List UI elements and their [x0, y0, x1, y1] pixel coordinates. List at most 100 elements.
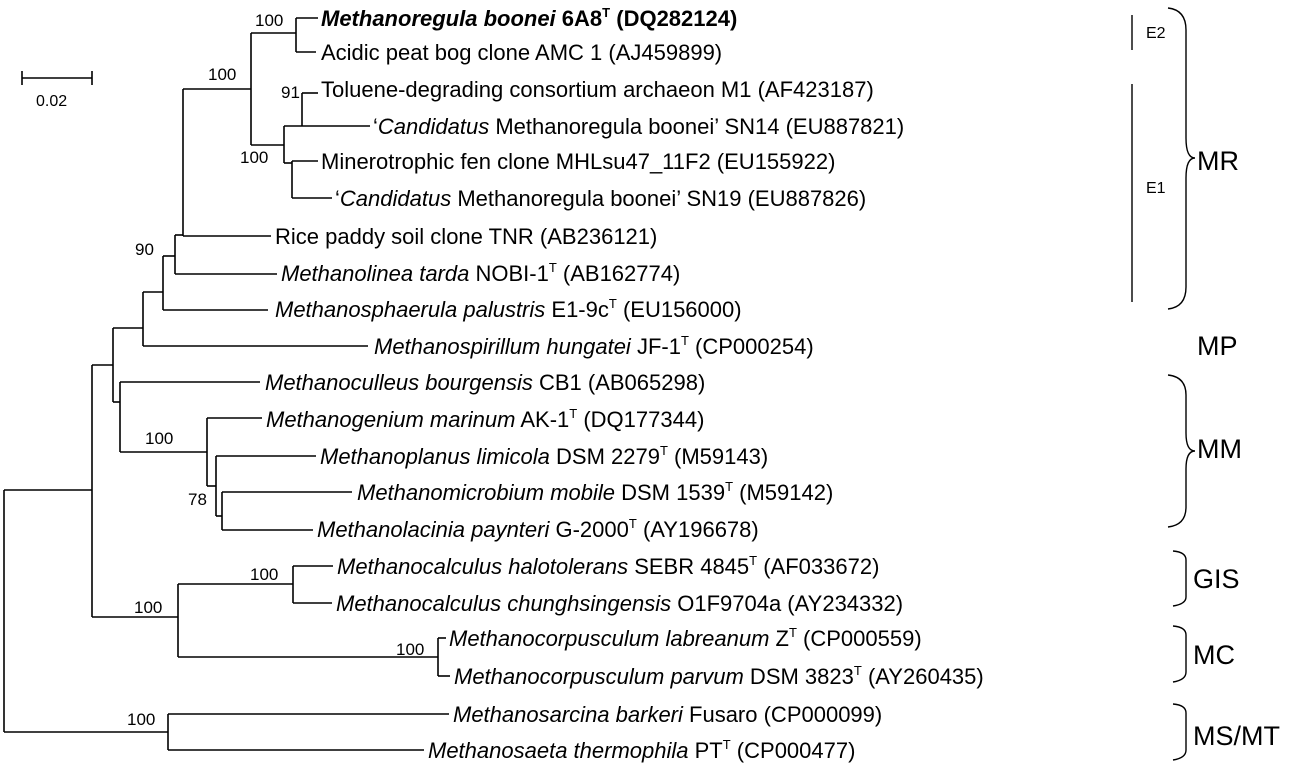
leaf-label: Methanoplanus limicola DSM 2279T (M59143… [320, 443, 768, 469]
leaf-label: Methanocalculus chunghsingensis O1F9704a… [336, 591, 903, 616]
leaf-label-part: Methanolinea tarda [281, 261, 469, 286]
leaf-label-part: Candidatus [378, 114, 489, 139]
type-strain-superscript: T [629, 516, 637, 531]
type-strain-superscript: T [749, 553, 757, 568]
leaf-label: Methanocorpusculum parvum DSM 3823T (AY2… [454, 663, 984, 689]
leaf-label-part: JF-1 [631, 334, 681, 359]
leaf-label-part: Fusaro (CP000099) [683, 702, 882, 727]
group-label-msmt: MS/MT [1193, 721, 1280, 751]
leaf-label-part: (EU156000) [617, 297, 742, 322]
group-label-mm: MM [1197, 434, 1242, 464]
leaf-label-part: (DQ177344) [577, 407, 704, 432]
bootstrap-value: 100 [240, 148, 268, 167]
leaf-label-part: Methanosarcina barkeri [453, 702, 684, 727]
leaf-label: Toluene-degrading consortium archaeon M1… [321, 77, 874, 102]
leaf-label: ‘Candidatus Methanoregula boonei’ SN14 (… [373, 114, 904, 139]
leaf-label-part: ‘ [335, 186, 340, 211]
leaf-label: Methanocorpusculum labreanum ZT (CP00055… [449, 625, 922, 651]
bootstrap-value: 100 [208, 65, 236, 84]
leaf-label-part: ‘ [373, 114, 378, 139]
leaf-label-part: Methanosphaerula palustris [275, 297, 545, 322]
leaf-label-part: Methanocalculus chunghsingensis [336, 591, 671, 616]
leaf-label: Methanogenium marinum AK-1T (DQ177344) [266, 406, 704, 432]
leaf-label: Methanosphaerula palustris E1-9cT (EU156… [275, 296, 742, 322]
leaf-label-part: (M59142) [733, 480, 833, 505]
leaf-label-part: (CP000477) [731, 738, 856, 763]
leaf-label: Methanolinea tarda NOBI-1T (AB162774) [281, 260, 680, 286]
group-label-gis: GIS [1193, 564, 1240, 594]
leaf-label-part: DSM 2279 [550, 444, 660, 469]
mc-brace [1172, 625, 1187, 683]
type-strain-superscript: T [660, 443, 668, 458]
leaf-label-part: PT [689, 738, 723, 763]
type-strain-superscript: T [609, 296, 617, 311]
leaf-label-part: Methanocorpusculum parvum [454, 664, 744, 689]
bootstrap-value: 91 [281, 83, 300, 102]
bootstrap-value: 100 [250, 565, 278, 584]
msmt-brace [1172, 703, 1187, 761]
leaf-label: Methanoculleus bourgensis CB1 (AB065298) [265, 370, 705, 395]
leaf-label-part: Rice paddy soil clone TNR (AB236121) [275, 224, 657, 249]
group-label-mc: MC [1193, 640, 1235, 670]
type-strain-superscript: T [789, 625, 797, 640]
mm-brace [1167, 374, 1196, 528]
bootstrap-value: 100 [145, 429, 173, 448]
leaf-label-part: Methanocorpusculum labreanum [449, 626, 769, 651]
leaf-label: Methanoregula boonei 6A8T (DQ282124) [321, 5, 737, 31]
tree-edges [4, 17, 450, 751]
leaf-label-part: Methanomicrobium mobile [357, 480, 615, 505]
group-label-mp: MP [1197, 331, 1238, 361]
leaf-label: Methanomicrobium mobile DSM 1539T (M5914… [357, 479, 833, 505]
type-strain-superscript: T [723, 737, 731, 752]
leaf-label-part: Methanoregula boonei’ SN19 (EU887826) [451, 186, 866, 211]
leaf-label-part: Methanoplanus limicola [320, 444, 550, 469]
mr-brace [1167, 7, 1196, 310]
leaf-label-part: NOBI-1 [469, 261, 548, 286]
leaf-label-part: AK-1 [515, 407, 569, 432]
type-strain-superscript: T [602, 5, 610, 20]
leaf-label-part: DSM 1539 [615, 480, 725, 505]
leaf-label-part: (AF033672) [757, 554, 879, 579]
leaf-label: Methanolacinia paynteri G-2000T (AY19667… [317, 516, 759, 542]
type-strain-superscript: T [569, 406, 577, 421]
leaf-label-part: Acidic peat bog clone AMC 1 (AJ459899) [321, 40, 722, 65]
leaf-label: Rice paddy soil clone TNR (AB236121) [275, 224, 657, 249]
leaf-label-part: Methanosaeta thermophila [428, 738, 689, 763]
leaf-label-part: E1-9c [545, 297, 609, 322]
scale-bar-label: 0.02 [36, 93, 67, 110]
group-label-e1: E1 [1146, 180, 1166, 197]
type-strain-superscript: T [854, 663, 862, 678]
type-strain-superscript: T [549, 260, 557, 275]
bootstrap-value: 90 [135, 240, 154, 259]
bootstrap-value: 100 [396, 640, 424, 659]
bootstrap-value: 100 [134, 598, 162, 617]
leaf-label-part: (CP000559) [797, 626, 922, 651]
leaf-labels: Methanoregula boonei 6A8T (DQ282124) Aci… [265, 5, 984, 763]
gis-brace [1172, 550, 1187, 607]
group-label-mr: MR [1197, 146, 1239, 176]
leaf-label-part: Minerotrophic fen clone MHLsu47_11F2 (EU… [321, 149, 835, 174]
leaf-label-part: Toluene-degrading consortium archaeon M1… [321, 77, 874, 102]
leaf-label-part: (M59143) [668, 444, 768, 469]
leaf-label-part: O1F9704a (AY234332) [671, 591, 903, 616]
type-strain-superscript: T [725, 479, 733, 494]
leaf-label-part: Methanoregula boonei [321, 6, 557, 31]
bootstrap-values: 100 100 91 100 90 100 78 100 100 100 100 [127, 11, 424, 729]
scale-bar: 0.02 [21, 71, 93, 110]
leaf-label-part: SEBR 4845 [628, 554, 749, 579]
leaf-label-part: Methanospirillum hungatei [374, 334, 632, 359]
type-strain-superscript: T [681, 333, 689, 348]
leaf-label-part: (DQ282124) [610, 6, 737, 31]
group-labels: E2 E1 MR MP MM GIS MC MS/MT [1146, 25, 1280, 751]
leaf-label-part: Methanoregula boonei’ SN14 (EU887821) [489, 114, 904, 139]
leaf-label: Methanospirillum hungatei JF-1T (CP00025… [374, 333, 814, 359]
leaf-label-part: Methanogenium marinum [266, 407, 515, 432]
bootstrap-value: 100 [255, 11, 283, 30]
leaf-label-part: Candidatus [340, 186, 451, 211]
bootstrap-value: 100 [127, 710, 155, 729]
leaf-label-part: (AY196678) [637, 517, 759, 542]
leaf-label-part: CB1 (AB065298) [533, 370, 705, 395]
leaf-label: Methanosaeta thermophila PTT (CP000477) [428, 737, 855, 763]
bootstrap-value: 78 [188, 490, 207, 509]
